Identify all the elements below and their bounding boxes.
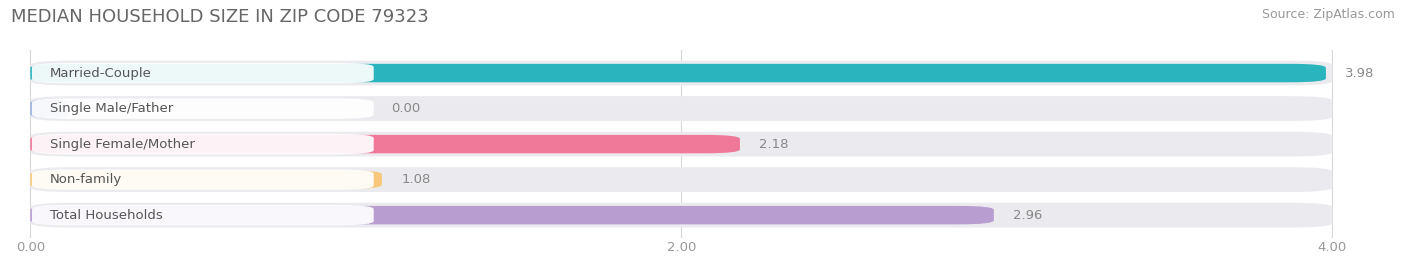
Text: Married-Couple: Married-Couple bbox=[49, 66, 152, 80]
FancyBboxPatch shape bbox=[32, 98, 374, 119]
FancyBboxPatch shape bbox=[32, 134, 374, 154]
FancyBboxPatch shape bbox=[31, 135, 740, 153]
Text: 0.00: 0.00 bbox=[392, 102, 420, 115]
Text: MEDIAN HOUSEHOLD SIZE IN ZIP CODE 79323: MEDIAN HOUSEHOLD SIZE IN ZIP CODE 79323 bbox=[11, 8, 429, 26]
FancyBboxPatch shape bbox=[31, 61, 1333, 86]
FancyBboxPatch shape bbox=[31, 99, 69, 118]
FancyBboxPatch shape bbox=[31, 206, 994, 224]
FancyBboxPatch shape bbox=[31, 203, 1333, 228]
Text: Non-family: Non-family bbox=[49, 173, 122, 186]
FancyBboxPatch shape bbox=[31, 132, 1333, 157]
FancyBboxPatch shape bbox=[31, 64, 1326, 82]
FancyBboxPatch shape bbox=[31, 167, 1333, 192]
FancyBboxPatch shape bbox=[32, 169, 374, 190]
Text: 3.98: 3.98 bbox=[1346, 66, 1375, 80]
Text: 1.08: 1.08 bbox=[401, 173, 430, 186]
FancyBboxPatch shape bbox=[31, 96, 1333, 121]
FancyBboxPatch shape bbox=[32, 63, 374, 83]
FancyBboxPatch shape bbox=[31, 170, 382, 189]
FancyBboxPatch shape bbox=[32, 205, 374, 225]
Text: 2.18: 2.18 bbox=[759, 138, 789, 151]
Text: Source: ZipAtlas.com: Source: ZipAtlas.com bbox=[1261, 8, 1395, 21]
Text: Single Male/Father: Single Male/Father bbox=[49, 102, 173, 115]
Text: Single Female/Mother: Single Female/Mother bbox=[49, 138, 194, 151]
Text: 2.96: 2.96 bbox=[1014, 209, 1043, 222]
Text: Total Households: Total Households bbox=[49, 209, 163, 222]
